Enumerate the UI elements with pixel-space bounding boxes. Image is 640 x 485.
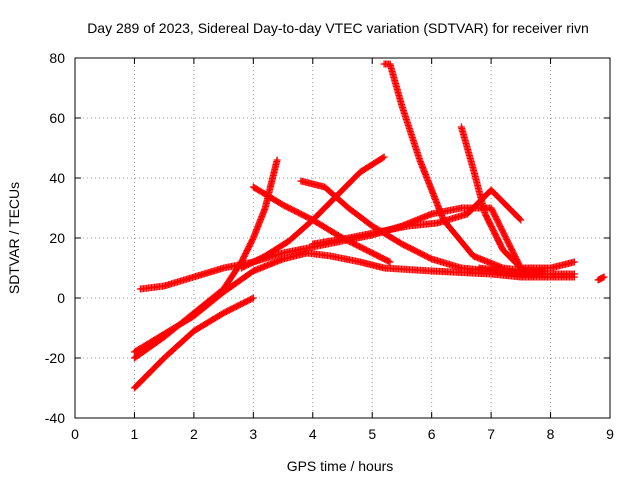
x-tick-label: 7 — [487, 426, 495, 442]
data-point — [249, 294, 257, 302]
data-point — [600, 273, 608, 281]
series-arc-f — [249, 183, 394, 266]
data-point — [248, 295, 256, 303]
y-tick-label: 40 — [49, 170, 65, 186]
data-point — [516, 215, 524, 223]
x-tick-label: 5 — [368, 426, 376, 442]
x-tick-label: 0 — [71, 426, 79, 442]
series-arc-k — [475, 264, 549, 278]
series-arc-d — [130, 156, 281, 362]
series-arc-e — [237, 153, 388, 272]
series-arc-b — [130, 249, 578, 356]
data-point — [273, 156, 281, 164]
data-point — [570, 270, 578, 278]
data-point — [517, 216, 525, 224]
x-tick-label: 1 — [131, 426, 139, 442]
x-tick-label: 2 — [190, 426, 198, 442]
x-tick-label: 4 — [309, 426, 317, 442]
y-tick-label: 60 — [49, 110, 65, 126]
x-tick-label: 8 — [547, 426, 555, 442]
y-tick-label: 0 — [57, 290, 65, 306]
y-tick-label: -20 — [45, 350, 65, 366]
series-arc-c — [130, 294, 257, 392]
series-arc-g — [297, 177, 578, 278]
data-point — [541, 267, 549, 275]
data-marks — [130, 60, 608, 392]
chart-title: Day 289 of 2023, Sidereal Day-to-day VTE… — [87, 20, 589, 36]
y-tick-label: 20 — [49, 230, 65, 246]
series-arc-i — [380, 60, 531, 275]
x-tick-label: 9 — [606, 426, 614, 442]
x-tick-label: 3 — [249, 426, 257, 442]
y-axis-label: SDTVAR / TECUs — [6, 182, 22, 294]
y-tick-label: -40 — [45, 410, 65, 426]
data-point — [379, 154, 387, 162]
x-tick-label: 6 — [428, 426, 436, 442]
data-point — [380, 153, 388, 161]
data-point — [570, 258, 578, 266]
data-point — [386, 258, 394, 266]
series-arc-l — [594, 273, 608, 284]
y-tick-label: 80 — [49, 50, 65, 66]
data-point — [385, 257, 393, 265]
x-axis-label: GPS time / hours — [287, 458, 394, 474]
axis-ticks: 0 1 2 3 4 5 6 7 8 9 -40 -20 0 20 40 60 80 — [45, 50, 614, 442]
